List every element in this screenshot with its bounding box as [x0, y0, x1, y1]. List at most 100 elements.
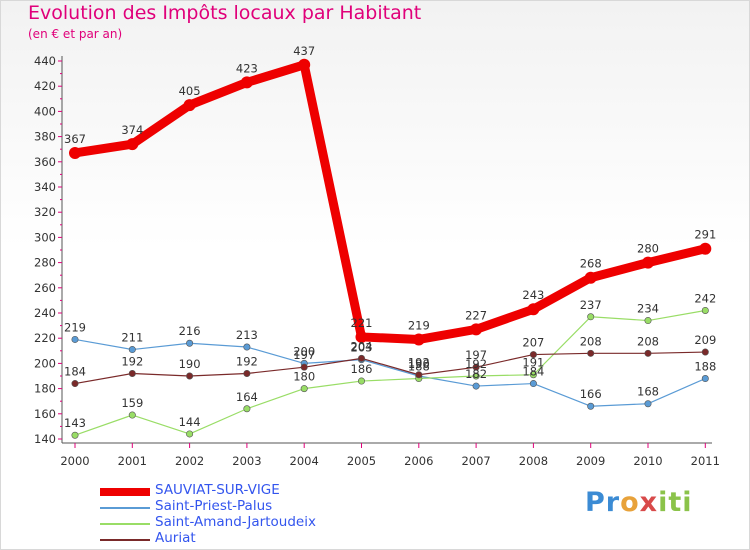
data-point-sauviat-sur-vige [69, 146, 81, 159]
y-tick-label: 240 [34, 306, 56, 320]
data-label-saint-priest-palus: 213 [236, 328, 258, 342]
y-tick-label: 220 [34, 331, 56, 345]
x-tick-label: 2006 [404, 454, 433, 468]
data-label-saint-amand-jartoudeix: 143 [64, 416, 86, 430]
data-label-saint-priest-palus: 168 [637, 385, 659, 399]
data-label-saint-amand-jartoudeix: 144 [179, 415, 201, 429]
x-tick-label: 2008 [519, 454, 548, 468]
data-point-auriat [529, 351, 537, 359]
data-label-sauviat-sur-vige: 367 [64, 132, 86, 146]
proxiti-logo: Proxiti [585, 487, 693, 518]
data-label-sauviat-sur-vige: 227 [465, 308, 487, 322]
data-label-saint-priest-palus: 219 [64, 320, 86, 334]
data-label-sauviat-sur-vige: 405 [179, 84, 201, 98]
x-tick-label: 2005 [347, 454, 376, 468]
data-label-saint-priest-palus: 200 [293, 344, 315, 358]
data-point-auriat [128, 369, 136, 377]
data-point-saint-amand-jartoudeix [243, 405, 251, 413]
data-point-saint-amand-jartoudeix [587, 313, 595, 321]
data-label-saint-amand-jartoudeix: 242 [694, 291, 716, 305]
data-point-sauviat-sur-vige [527, 303, 540, 316]
x-tick-label: 2002 [175, 454, 204, 468]
data-label-saint-amand-jartoudeix: 164 [236, 390, 258, 404]
legend-swatch [100, 539, 150, 541]
data-point-sauviat-sur-vige [412, 333, 425, 346]
data-point-saint-amand-jartoudeix [644, 317, 652, 325]
data-label-sauviat-sur-vige: 280 [637, 242, 659, 256]
x-tick-label: 2001 [118, 454, 147, 468]
data-point-saint-amand-jartoudeix [529, 371, 537, 379]
data-point-saint-amand-jartoudeix [357, 377, 365, 385]
data-label-saint-priest-palus: 166 [580, 387, 602, 401]
y-tick-label: 160 [34, 407, 56, 421]
y-tick-label: 400 [34, 104, 56, 118]
data-label-saint-amand-jartoudeix: 159 [121, 396, 143, 410]
series-line-saint-priest-palus [74, 338, 706, 407]
data-point-auriat [243, 369, 251, 377]
legend-swatch [100, 523, 150, 525]
data-point-saint-amand-jartoudeix [701, 306, 709, 314]
data-point-saint-priest-palus [71, 335, 79, 343]
x-tick-label: 2011 [691, 454, 720, 468]
chart-subtitle: (en € et par an) [28, 27, 123, 41]
data-label-saint-amand-jartoudeix: 234 [637, 302, 659, 316]
data-point-sauviat-sur-vige [240, 76, 253, 89]
data-label-auriat: 184 [64, 365, 86, 379]
data-point-auriat [701, 348, 709, 356]
data-point-sauviat-sur-vige [183, 99, 196, 112]
data-label-sauviat-sur-vige: 437 [293, 44, 315, 58]
data-point-sauviat-sur-vige [584, 271, 597, 284]
y-tick-label: 320 [34, 205, 56, 219]
legend-swatch [100, 488, 150, 496]
data-label-saint-priest-palus: 182 [465, 367, 487, 381]
data-label-sauviat-sur-vige: 374 [121, 123, 143, 137]
y-tick-label: 380 [34, 130, 56, 144]
data-point-saint-amand-jartoudeix [186, 430, 194, 438]
chart-title: Evolution des Impôts locaux par Habitant [28, 2, 422, 24]
data-point-sauviat-sur-vige [298, 58, 311, 71]
y-tick-label: 360 [34, 155, 56, 169]
data-point-sauviat-sur-vige [642, 256, 654, 269]
data-point-auriat [644, 349, 652, 357]
x-tick-label: 2009 [576, 454, 605, 468]
data-label-sauviat-sur-vige: 221 [351, 316, 373, 330]
data-label-saint-amand-jartoudeix: 191 [522, 356, 544, 370]
data-point-saint-priest-palus [243, 343, 251, 351]
data-label-auriat: 192 [408, 356, 430, 370]
data-point-auriat [472, 363, 480, 371]
x-tick-label: 2000 [60, 454, 89, 468]
data-label-auriat: 192 [121, 354, 143, 368]
data-label-saint-priest-palus: 184 [522, 365, 544, 379]
data-label-saint-amand-jartoudeix: 186 [351, 362, 373, 376]
y-tick-label: 420 [34, 79, 56, 93]
data-label-saint-amand-jartoudeix: 180 [293, 370, 315, 384]
data-point-auriat [71, 380, 79, 388]
x-tick-label: 2003 [232, 454, 261, 468]
y-tick-label: 340 [34, 180, 56, 194]
series-line-auriat [74, 351, 706, 385]
data-point-saint-priest-palus [701, 375, 709, 383]
data-point-auriat [186, 372, 194, 380]
data-label-auriat: 192 [236, 354, 258, 368]
data-label-auriat: 204 [351, 339, 373, 353]
data-label-auriat: 209 [694, 333, 716, 347]
data-label-sauviat-sur-vige: 219 [408, 318, 430, 332]
data-point-saint-amand-jartoudeix [472, 372, 480, 380]
x-tick-label: 2010 [633, 454, 662, 468]
data-label-sauviat-sur-vige: 291 [694, 228, 716, 242]
data-label-saint-priest-palus: 216 [179, 324, 201, 338]
data-point-auriat [587, 349, 595, 357]
data-label-sauviat-sur-vige: 423 [236, 61, 258, 75]
data-label-auriat: 208 [580, 334, 602, 348]
legend-label: SAUVIAT-SUR-VIGE [155, 482, 280, 498]
data-label-auriat: 208 [637, 334, 659, 348]
data-point-saint-priest-palus [587, 402, 595, 410]
data-point-auriat [415, 371, 423, 379]
y-tick-label: 200 [34, 356, 56, 370]
data-label-saint-priest-palus: 188 [694, 360, 716, 374]
legend-label: Saint-Priest-Palus [155, 498, 273, 514]
data-label-saint-amand-jartoudeix: 188 [408, 360, 430, 374]
x-tick-label: 2004 [290, 454, 319, 468]
